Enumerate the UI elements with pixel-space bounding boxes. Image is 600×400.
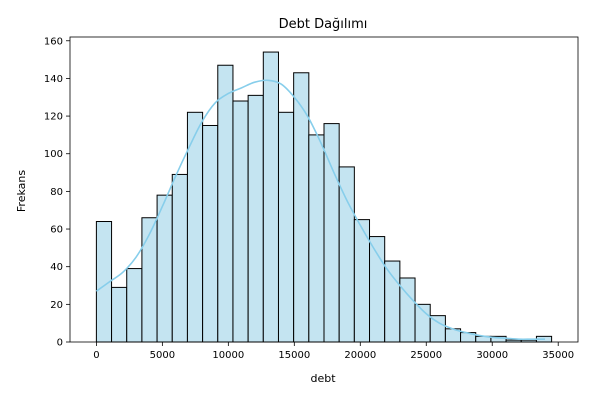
y-tick-label: 120 [44,112,63,123]
y-tick-label: 160 [44,36,63,47]
x-axis-ticks: 0 5000 10000 15000 20000 25000 30000 35000 [93,342,574,361]
histogram-bar [308,134,325,343]
y-axis-ticks: 0 20 40 60 80 100 120 140 160 [44,36,70,349]
y-tick-label: 140 [44,74,63,85]
x-tick-label: 15000 [278,350,310,361]
x-tick-label: 5000 [150,350,175,361]
histogram-bar [247,94,264,343]
x-tick-label: 10000 [212,350,244,361]
plot-frame [69,36,579,343]
histogram-bars [95,51,553,343]
histogram-bar [384,260,401,343]
histogram-bar [171,173,188,343]
y-tick-label: 80 [50,187,63,198]
x-tick-label: 30000 [476,350,508,361]
histogram-bar [111,286,128,343]
x-tick-label: 20000 [344,350,376,361]
x-tick-label: 0 [93,350,99,361]
kde-curve [95,79,546,341]
x-tick-label: 35000 [542,350,574,361]
y-tick-label: 20 [50,300,63,311]
histogram-bar [217,64,234,343]
y-tick-label: 100 [44,149,63,160]
histogram-bar [277,111,295,343]
histogram-bar [156,194,173,343]
x-tick-label: 25000 [410,350,442,361]
histogram-bar [141,217,158,343]
x-axis-label: debt [310,372,336,385]
histogram-bar [126,268,143,343]
histogram-bar [232,100,249,343]
y-axis-label: Frekans [15,170,28,212]
y-tick-label: 60 [50,225,63,236]
y-tick-label: 0 [57,338,63,349]
histogram-bar [202,124,219,343]
chart-title: Debt Dağılımı [279,17,368,32]
histogram-bar [262,51,279,343]
histogram-bar [338,166,355,343]
y-tick-label: 40 [50,262,63,273]
